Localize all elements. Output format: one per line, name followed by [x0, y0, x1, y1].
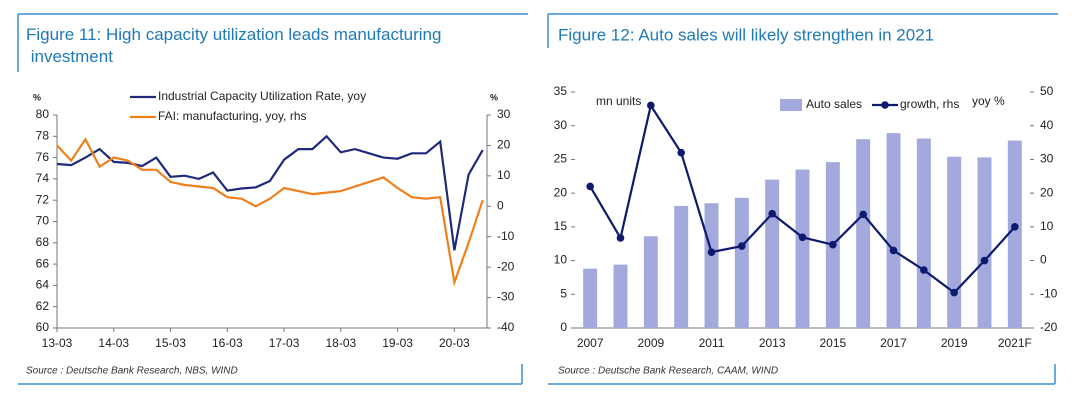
- y2-tick-label: 50: [1040, 84, 1054, 98]
- x-tick-label: 2017: [880, 336, 907, 350]
- y-tick-label: 25: [554, 152, 568, 166]
- point: [768, 209, 776, 218]
- y-unit: %: [33, 92, 41, 102]
- y-tick-label: 62: [36, 299, 50, 313]
- bar: [643, 236, 658, 328]
- point: [1011, 223, 1019, 231]
- legend-swatch: [881, 101, 889, 109]
- point: [616, 234, 625, 242]
- y2-tick-label: -10: [497, 229, 515, 243]
- y2-tick-label: 0: [1040, 253, 1047, 267]
- y-tick-label: 80: [36, 107, 50, 121]
- source: Source : Deutsche Bank Research, CAAM, W…: [558, 366, 778, 377]
- bar: [916, 138, 931, 328]
- source: Source : Deutsche Bank Research, NBS, WI…: [26, 366, 238, 377]
- y-tick-label: 60: [36, 320, 50, 334]
- point: [586, 182, 594, 191]
- y2-tick-label: 10: [1040, 219, 1054, 233]
- y-tick-label: 10: [554, 253, 568, 267]
- x-tick-label: 2015: [819, 336, 846, 350]
- x-tick-label: 20-03: [439, 336, 470, 350]
- y-tick-label: 74: [36, 171, 50, 185]
- y2-tick-label: 10: [497, 168, 511, 182]
- y-tick-label: 15: [554, 219, 568, 233]
- y-unit: mn units: [596, 94, 641, 108]
- y-tick-label: 68: [36, 235, 50, 249]
- y2-tick-label: 40: [1040, 118, 1054, 132]
- bar: [734, 197, 749, 328]
- point: [859, 210, 867, 219]
- point: [677, 148, 685, 157]
- x-tick-label: 19-03: [382, 336, 413, 350]
- point: [920, 266, 928, 274]
- y-tick-label: 70: [36, 214, 50, 228]
- point: [647, 101, 655, 110]
- bar: [947, 156, 962, 328]
- bar: [977, 157, 992, 328]
- y2-tick-label: 30: [497, 107, 511, 121]
- x-tick-label: 13-03: [42, 336, 73, 350]
- y2-unit: yoy %: [972, 94, 1005, 108]
- bar: [765, 179, 780, 328]
- legend-label: Industrial Capacity Utilization Rate, yo…: [158, 89, 366, 103]
- y-tick-label: 20: [554, 185, 568, 199]
- x-tick-label: 15-03: [155, 336, 186, 350]
- bar: [674, 205, 689, 328]
- y2-tick-label: -30: [497, 290, 515, 304]
- y2-tick-label: 30: [1040, 152, 1054, 166]
- chart-title: Figure 11: High capacity utilization lea…: [26, 25, 441, 66]
- legend-label: FAI: manufacturing, yoy, rhs: [158, 109, 307, 123]
- legend-swatch: [780, 99, 802, 111]
- bar: [613, 264, 628, 328]
- y2-unit: %: [490, 92, 498, 102]
- bar: [856, 139, 871, 328]
- bar: [1007, 140, 1022, 328]
- y2-tick-label: -20: [497, 259, 515, 273]
- x-tick-label: 2009: [637, 336, 664, 350]
- x-tick-label: 17-03: [269, 336, 300, 350]
- y-tick-label: 72: [36, 192, 50, 206]
- y-tick-label: 5: [560, 286, 567, 300]
- point: [889, 246, 898, 255]
- y2-tick-label: -20: [1040, 320, 1058, 334]
- x-tick-label: 2021F: [998, 336, 1032, 350]
- x-tick-label: 2007: [577, 336, 604, 350]
- x-tick-label: 14-03: [98, 336, 129, 350]
- x-tick-label: 2011: [699, 336, 725, 350]
- point: [950, 288, 958, 297]
- point: [738, 242, 746, 250]
- x-tick-label: 18-03: [325, 336, 356, 350]
- y-tick-label: 64: [36, 278, 50, 292]
- legend-label: Auto sales: [806, 97, 862, 111]
- point: [980, 256, 989, 265]
- point: [829, 240, 837, 249]
- bar: [583, 268, 598, 328]
- y2-tick-label: 20: [1040, 185, 1054, 199]
- y-tick-label: 78: [36, 128, 50, 142]
- chart-title: Figure 12: Auto sales will likely streng…: [558, 25, 934, 44]
- legend-label: growth, rhs: [900, 97, 959, 111]
- x-tick-label: 2019: [941, 336, 968, 350]
- y-tick-label: 30: [554, 118, 568, 132]
- bar: [704, 203, 719, 328]
- bar: [886, 133, 901, 328]
- frames: [17, 13, 1058, 385]
- y2-tick-label: -10: [1040, 286, 1058, 300]
- line: [56, 134, 484, 251]
- point: [707, 248, 716, 256]
- line: [56, 137, 484, 287]
- y2-tick-label: -40: [497, 320, 515, 334]
- y-tick-label: 76: [36, 150, 50, 164]
- y-tick-label: 66: [36, 256, 50, 270]
- x-tick-label: 16-03: [212, 336, 243, 350]
- y-tick-label: 0: [560, 320, 567, 334]
- y-tick-label: 35: [554, 84, 568, 98]
- y2-tick-label: 0: [497, 198, 504, 212]
- bar: [795, 169, 810, 328]
- point: [798, 233, 807, 242]
- x-tick-label: 2013: [759, 336, 786, 350]
- y2-tick-label: 20: [497, 138, 511, 152]
